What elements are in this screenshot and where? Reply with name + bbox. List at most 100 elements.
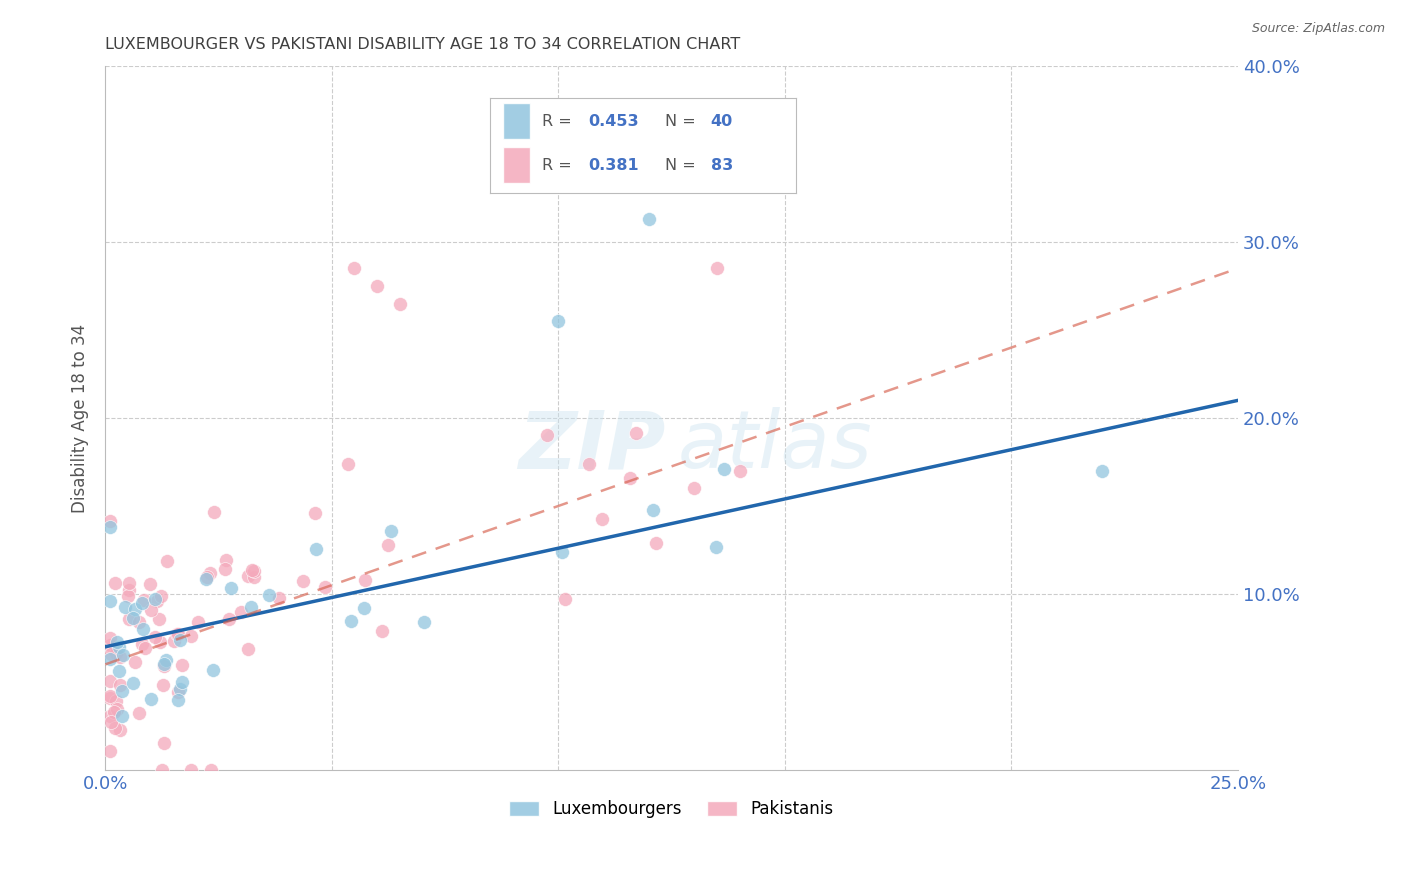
Point <box>150 590 173 604</box>
Point <box>107 634 129 648</box>
Point <box>380 524 402 539</box>
Point <box>195 570 218 584</box>
Point <box>180 763 202 777</box>
Point <box>1091 464 1114 478</box>
Point <box>591 512 613 526</box>
Point <box>238 642 260 657</box>
Point <box>200 566 222 581</box>
Point <box>128 706 150 721</box>
Point <box>100 647 122 661</box>
Point <box>98 514 121 528</box>
Point <box>304 506 326 520</box>
Point <box>104 721 127 735</box>
Point <box>166 626 188 640</box>
Point <box>98 744 121 758</box>
Point <box>187 615 209 629</box>
Point <box>169 633 191 648</box>
Point <box>108 723 131 737</box>
Point <box>105 694 128 708</box>
Text: LUXEMBOURGER VS PAKISTANI DISABILITY AGE 18 TO 34 CORRELATION CHART: LUXEMBOURGER VS PAKISTANI DISABILITY AGE… <box>105 37 741 53</box>
Point <box>114 599 136 614</box>
Point <box>98 520 121 534</box>
Point <box>134 641 156 656</box>
Point <box>343 261 366 276</box>
Point <box>172 675 194 690</box>
Point <box>98 674 121 689</box>
Point <box>139 576 162 591</box>
Point <box>180 629 202 643</box>
Point <box>243 569 266 583</box>
Legend: Luxembourgers, Pakistanis: Luxembourgers, Pakistanis <box>503 794 841 825</box>
Point <box>134 592 156 607</box>
Point <box>108 664 131 678</box>
Point <box>98 631 121 645</box>
Point <box>141 691 163 706</box>
Point <box>124 656 146 670</box>
Point <box>141 603 163 617</box>
Point <box>413 615 436 629</box>
Point <box>132 622 155 636</box>
Point <box>108 678 131 692</box>
Point <box>214 562 236 576</box>
Point <box>148 612 170 626</box>
Point <box>240 563 263 577</box>
Point <box>98 689 121 703</box>
Point <box>305 542 328 557</box>
Point <box>104 576 127 591</box>
Y-axis label: Disability Age 18 to 34: Disability Age 18 to 34 <box>72 324 89 513</box>
Point <box>98 690 121 705</box>
Point <box>267 591 290 605</box>
Point <box>166 685 188 699</box>
Point <box>354 573 377 587</box>
Point <box>554 591 576 606</box>
Point <box>98 709 121 723</box>
Point <box>128 615 150 629</box>
Point <box>578 457 600 471</box>
Point <box>110 684 132 698</box>
Point <box>219 581 242 595</box>
Point <box>145 593 167 607</box>
Point <box>194 572 217 586</box>
Point <box>550 545 572 559</box>
Point <box>377 538 399 552</box>
Point <box>706 261 728 276</box>
Point <box>371 624 394 639</box>
Point <box>683 482 706 496</box>
Text: atlas: atlas <box>678 407 872 485</box>
Point <box>638 212 661 227</box>
Point <box>131 637 153 651</box>
Point <box>169 681 191 696</box>
Point <box>201 663 224 677</box>
Point <box>337 458 360 472</box>
Point <box>98 652 121 666</box>
Point <box>98 594 121 608</box>
Point <box>236 568 259 582</box>
Point <box>641 502 664 516</box>
Point <box>122 611 145 625</box>
Point <box>131 596 153 610</box>
Text: ZIP: ZIP <box>519 407 666 485</box>
Point <box>118 583 141 598</box>
Point <box>143 630 166 644</box>
Point <box>153 659 176 673</box>
Point <box>218 612 240 626</box>
Point <box>124 602 146 616</box>
Point <box>202 505 225 519</box>
Point <box>167 692 190 706</box>
Point <box>200 763 222 777</box>
Point <box>105 702 128 716</box>
Point <box>229 605 252 619</box>
Point <box>118 611 141 625</box>
Point <box>645 536 668 550</box>
Point <box>152 678 174 692</box>
Point <box>143 592 166 607</box>
Point <box>314 581 336 595</box>
Point <box>108 640 131 655</box>
Point <box>156 554 179 568</box>
Point <box>100 714 122 729</box>
Point <box>167 627 190 641</box>
Point <box>170 657 193 672</box>
Point <box>215 552 238 566</box>
Point <box>104 646 127 660</box>
Point <box>619 471 641 485</box>
